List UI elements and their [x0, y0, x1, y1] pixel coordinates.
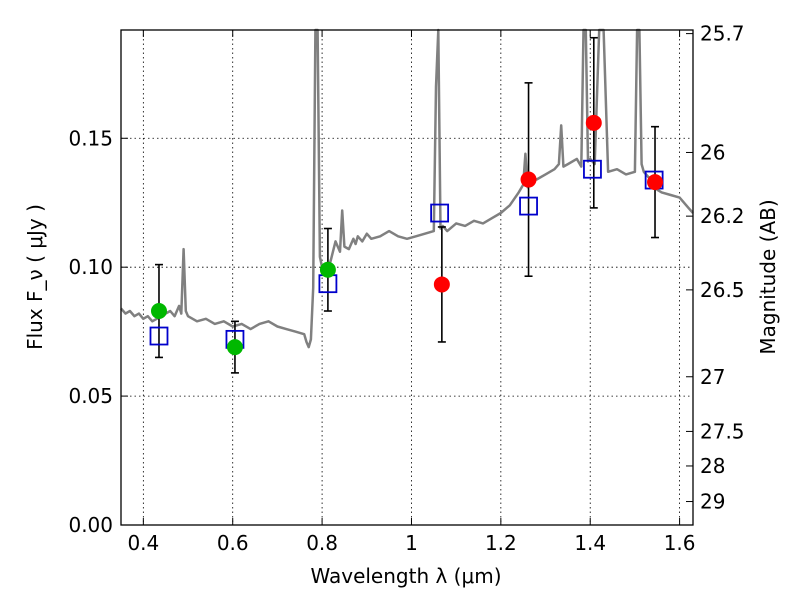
model-square-point [430, 203, 450, 223]
y-axis-title: Flux F_ν ( μJy ) [23, 204, 47, 350]
data-series [120, 28, 694, 374]
x-tick-label: 0.6 [217, 531, 249, 555]
y2-tick-label: 27.5 [700, 419, 745, 443]
observed-circle-point [433, 276, 450, 293]
y2-tick-label: 26.2 [700, 204, 745, 228]
y2-tick-label: 26.5 [700, 278, 745, 302]
plot-frame [120, 29, 694, 526]
x-tick-label: 0.4 [127, 531, 159, 555]
x-tick-label: 1.4 [574, 531, 606, 555]
y2-tick-label: 27 [700, 365, 725, 389]
y2-tick-label: 26 [700, 140, 725, 164]
grid-lines [121, 30, 693, 526]
x-tick-label: 1.2 [485, 531, 517, 555]
y-tick-label: 0.05 [68, 384, 113, 408]
y2-tick-label: 25.7 [700, 22, 745, 46]
y2-axis-title: Magnitude (AB) [756, 199, 780, 354]
spectrum-line [120, 28, 694, 349]
axis-ticks: 0.4 0.6 0.8 1 1.2 1.4 1.6 0.00 0.05 0.10 0.15 25.7 2… [68, 22, 744, 555]
model-square-point [519, 196, 538, 216]
y2-tick-label: 29 [700, 490, 725, 514]
observed-circle-point [150, 303, 167, 320]
x-tick-label: 1.6 [664, 531, 696, 555]
observed-circle-point [585, 114, 602, 131]
y-tick-label: 0.15 [68, 126, 113, 150]
x-tick-label: 0.8 [306, 531, 338, 555]
observed-circle-point [520, 171, 537, 188]
y2-tick-label: 28 [700, 454, 725, 478]
y-tick-label: 0.00 [68, 513, 113, 537]
x-axis-title: Wavelength λ (μm) [310, 564, 501, 588]
y-tick-label: 0.10 [68, 255, 113, 279]
x-tick-label: 1 [405, 531, 418, 555]
model-square-point [149, 326, 169, 346]
observed-circle-point [319, 261, 336, 278]
observed-circle-point [647, 174, 664, 191]
observed-circle-point [226, 339, 243, 356]
model-square-point [583, 159, 602, 179]
